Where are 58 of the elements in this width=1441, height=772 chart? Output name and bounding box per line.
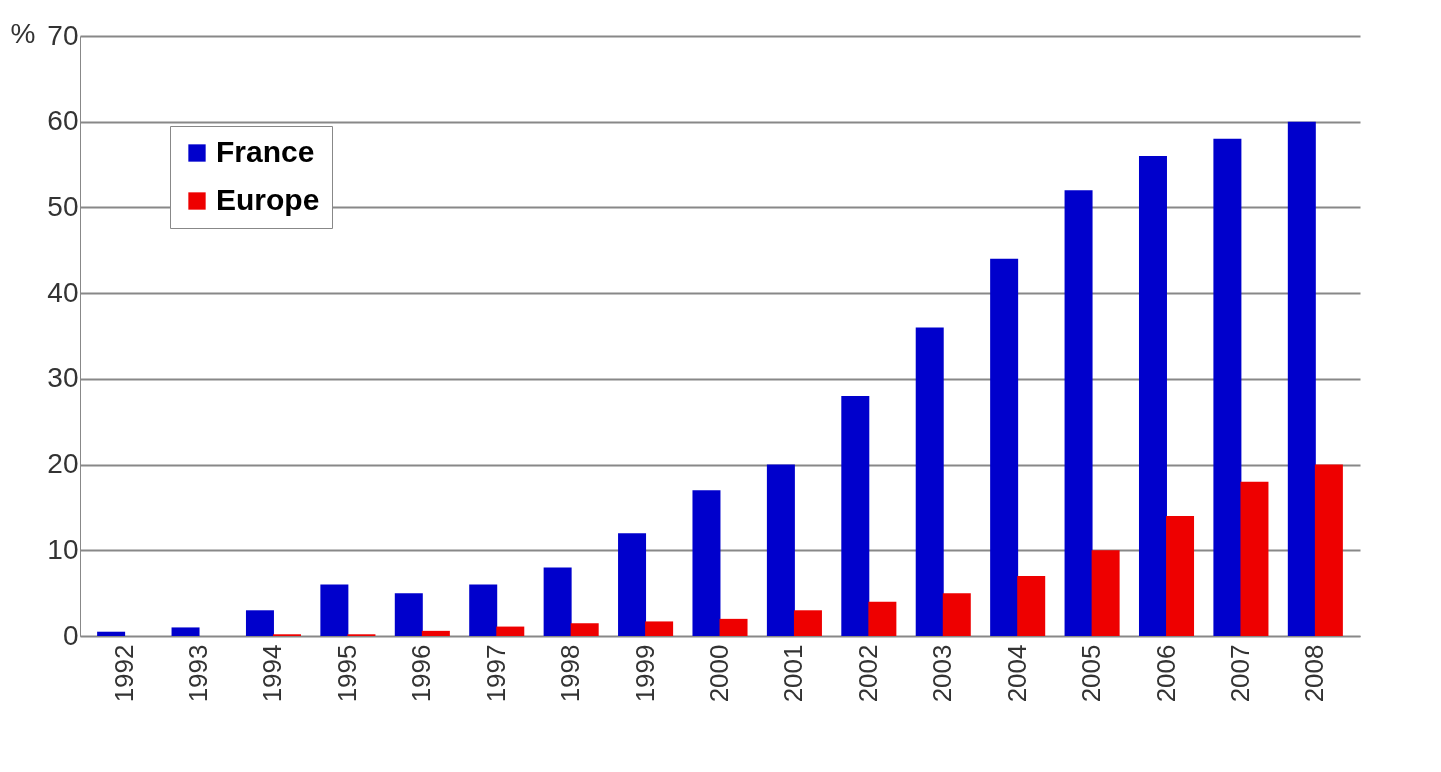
bar xyxy=(1287,121,1316,636)
x-tick-label: 2007 xyxy=(1224,644,1255,703)
x-tick-label: 1994 xyxy=(257,644,288,703)
bar xyxy=(1064,190,1093,636)
bar xyxy=(1314,464,1343,636)
bar xyxy=(1213,138,1242,636)
x-tick-label: 2006 xyxy=(1150,644,1181,703)
y-tick-label: 10 xyxy=(47,533,79,565)
y-tick-label: 70 xyxy=(47,19,79,51)
x-tick-label: 1996 xyxy=(406,644,437,703)
y-tick-label: 60 xyxy=(47,105,79,137)
x-tick-label: 1997 xyxy=(480,644,511,703)
x-tick-label: 1992 xyxy=(108,644,139,703)
x-tick-label: 2002 xyxy=(852,644,883,703)
bar xyxy=(645,621,674,636)
bar xyxy=(171,627,200,636)
bar xyxy=(618,533,647,636)
x-tick-label: 2001 xyxy=(778,644,809,703)
bar xyxy=(543,567,572,636)
bar xyxy=(990,258,1019,636)
bar xyxy=(1166,516,1195,636)
bar xyxy=(868,601,897,636)
x-tick-label: 2008 xyxy=(1299,644,1330,703)
bar xyxy=(719,618,748,636)
y-tick-label: 30 xyxy=(47,362,79,394)
x-tick-label: 1993 xyxy=(183,644,214,703)
bar xyxy=(915,327,944,636)
bar xyxy=(97,631,126,636)
bar xyxy=(421,630,450,636)
bar xyxy=(692,490,721,636)
x-tick-label: 2005 xyxy=(1076,644,1107,703)
bar xyxy=(1017,576,1046,636)
bar xyxy=(942,593,971,636)
bar xyxy=(245,610,274,636)
x-tick-label: 1999 xyxy=(629,644,660,703)
y-tick-label: 0 xyxy=(62,619,79,651)
x-tick-label: 1998 xyxy=(555,644,586,703)
bar xyxy=(1138,156,1167,636)
legend-label: France xyxy=(216,135,315,168)
bar xyxy=(793,610,822,636)
bar xyxy=(1240,481,1269,636)
x-tick-label: 2000 xyxy=(704,644,734,703)
y-tick-label: 50 xyxy=(47,190,79,222)
x-tick-label: 2003 xyxy=(927,644,958,703)
bar xyxy=(766,464,795,636)
y-tick-label: 20 xyxy=(47,448,79,480)
x-tick-label: 2004 xyxy=(1001,644,1032,703)
bar xyxy=(469,584,498,636)
x-tick-label: 1995 xyxy=(331,644,362,703)
bar xyxy=(394,593,423,636)
bar xyxy=(1091,550,1120,636)
legend-label: Europe xyxy=(216,183,320,216)
bar xyxy=(570,623,599,636)
y-tick-label: 40 xyxy=(47,276,79,308)
bar xyxy=(320,584,349,636)
bar xyxy=(841,396,870,636)
y-axis-title: % xyxy=(10,17,36,49)
bar xyxy=(496,626,525,636)
